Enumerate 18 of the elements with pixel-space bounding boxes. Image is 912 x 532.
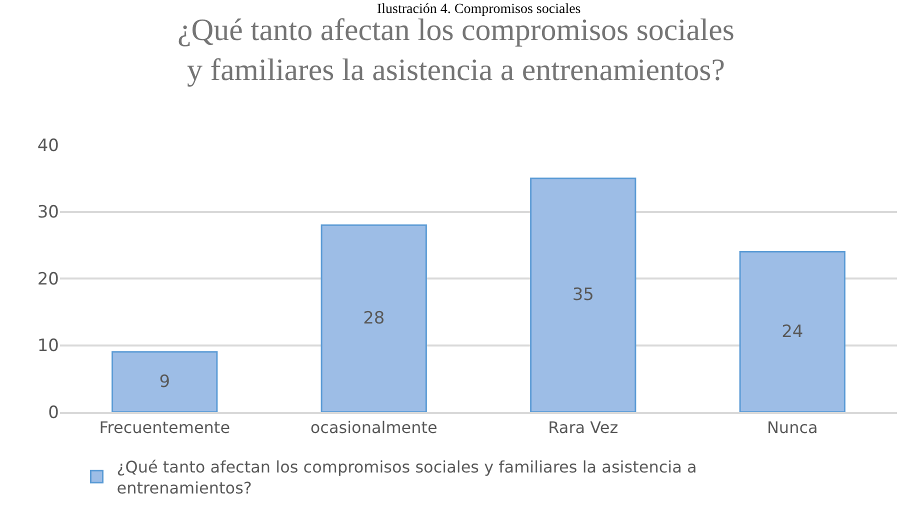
bar xyxy=(530,178,636,412)
data-label: 28 xyxy=(363,308,385,329)
bar xyxy=(320,224,427,412)
x-tick-label: Rara Vez xyxy=(548,418,618,437)
legend-label: ¿Qué tanto afectan los compromisos sociales y familiares la asistencia a entrenamientos? xyxy=(116,458,697,498)
x-tick-label: Frecuentemente xyxy=(99,418,230,437)
data-label: 9 xyxy=(159,372,170,392)
y-tick-label: 0 xyxy=(48,402,59,423)
bar xyxy=(739,251,846,412)
x-tick-label: Nunca xyxy=(766,418,818,437)
data-label: 35 xyxy=(572,285,594,306)
y-tick-label: 40 xyxy=(37,136,59,156)
y-tick-label: 30 xyxy=(37,202,59,223)
y-tick-label: 20 xyxy=(37,269,59,290)
x-tick-label: ocasionalmente xyxy=(310,418,438,437)
y-tick-label: 10 xyxy=(37,336,59,356)
data-label: 24 xyxy=(782,322,804,342)
bar xyxy=(112,351,218,412)
